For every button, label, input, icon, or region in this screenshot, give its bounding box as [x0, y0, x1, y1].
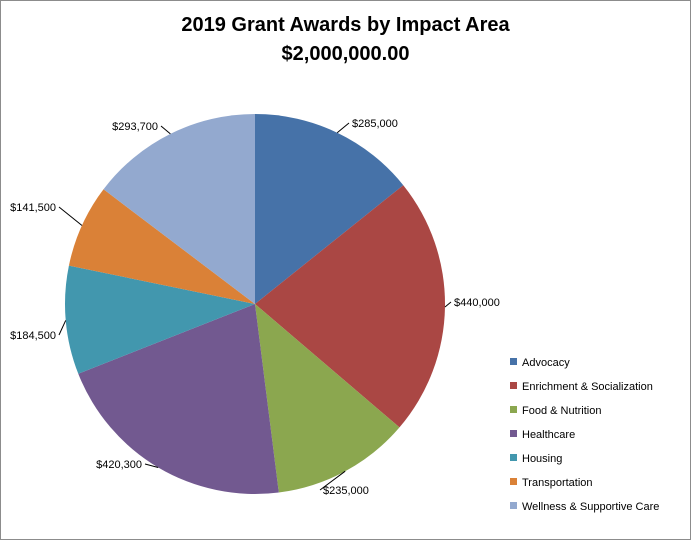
- pie-slice-advocacy: [255, 114, 404, 304]
- leader-line: [58, 320, 67, 336]
- legend-label: Advocacy: [522, 357, 570, 369]
- leader-line: [160, 125, 171, 135]
- data-label: $420,300: [96, 459, 142, 471]
- pie-slice-food-nutrition: [255, 304, 400, 493]
- data-label: $184,500: [10, 330, 56, 342]
- data-label: $235,000: [323, 485, 369, 497]
- data-label: $440,000: [454, 297, 500, 309]
- legend-swatch: [510, 406, 517, 413]
- legend-swatch: [510, 358, 517, 365]
- leader-line: [336, 122, 350, 134]
- pie-slice-enrichment-socialization: [255, 185, 446, 428]
- chart-legend: Advocacy Enrichment & Socialization Food &…: [510, 357, 659, 513]
- legend-label: Enrichment & Socialization: [522, 381, 653, 393]
- legend-swatch: [510, 430, 517, 437]
- legend-swatch: [510, 454, 517, 461]
- chart-title: 2019 Grant Awards by Impact Area: [181, 14, 510, 36]
- pie-slice-housing: [64, 265, 255, 374]
- pie-slice-transportation: [68, 189, 255, 304]
- chart-subtitle: $2,000,000.00: [281, 43, 410, 65]
- data-label: $141,500: [10, 202, 56, 214]
- legend-swatch: [510, 478, 517, 485]
- leader-line: [444, 301, 452, 308]
- pie-slice-wellness-supportive-care: [103, 113, 255, 304]
- leader-line: [58, 206, 83, 226]
- legend-label: Wellness & Supportive Care: [522, 501, 659, 513]
- legend-label: Transportation: [522, 477, 593, 489]
- legend-label: Food & Nutrition: [522, 405, 601, 417]
- leader-line: [144, 463, 159, 468]
- legend-label: Housing: [522, 453, 562, 465]
- legend-swatch: [510, 502, 517, 509]
- pie-slice-healthcare: [78, 304, 279, 494]
- data-label: $293,700: [112, 121, 158, 133]
- leader-line: [319, 470, 346, 491]
- legend-label: Healthcare: [522, 429, 575, 441]
- legend-swatch: [510, 382, 517, 389]
- data-label: $285,000: [352, 118, 398, 130]
